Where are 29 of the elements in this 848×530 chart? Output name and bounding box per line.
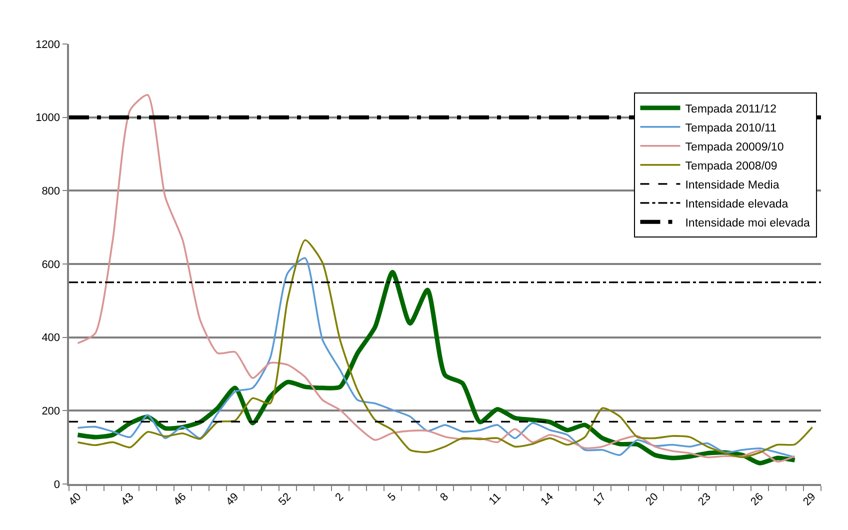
x-tick-label: 43 (119, 490, 136, 508)
legend-label: Tempada 20009/10 (685, 141, 784, 154)
y-tick-label: 1200 (36, 38, 60, 51)
y-tick-label: 0 (54, 478, 60, 491)
x-tick-label: 14 (538, 490, 556, 508)
y-tick-label: 400 (42, 332, 60, 344)
legend-label: Intensidade moi elevada (685, 217, 811, 230)
x-tick-label: 29 (801, 490, 818, 508)
x-tick-label: 52 (276, 490, 294, 508)
y-tick-label: 800 (42, 186, 60, 198)
legend-label: Tempada 2010/11 (685, 122, 776, 134)
x-tick-label: 2 (333, 490, 346, 504)
x-tick-label: 11 (486, 490, 504, 508)
legend-label: Intensidade Media (685, 179, 780, 192)
x-tick-label: 40 (66, 490, 84, 508)
x-tick-label: 5 (386, 490, 399, 504)
x-tick-label: 26 (748, 490, 766, 508)
x-tick-label: 17 (591, 490, 608, 508)
x-tick-label: 23 (696, 490, 714, 508)
y-tick-label: 600 (42, 258, 60, 271)
y-tick-label: 1000 (36, 112, 60, 124)
legend-label: Intensidade elevada (685, 198, 789, 210)
y-tick-label: 200 (42, 406, 60, 418)
legend-label: Tempada 2011/12 (685, 103, 776, 116)
x-tick-label: 8 (438, 490, 452, 504)
x-tick-label: 46 (172, 490, 189, 508)
x-tick-label: 20 (644, 490, 661, 508)
x-tick-label: 49 (224, 490, 242, 508)
legend-label: Tempada 2008/09 (685, 160, 778, 172)
